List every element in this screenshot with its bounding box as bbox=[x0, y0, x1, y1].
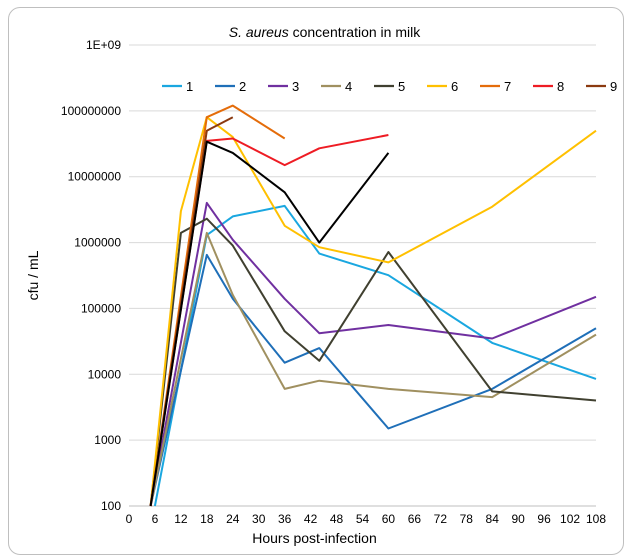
chart-title-italic: S. aureus bbox=[229, 24, 289, 40]
series-line-1 bbox=[153, 204, 597, 507]
x-tick-label: 96 bbox=[537, 512, 551, 526]
chart-title: S. aureus concentration in milk bbox=[229, 24, 421, 40]
x-tick-label: 0 bbox=[126, 512, 133, 526]
chart-frame bbox=[8, 7, 624, 555]
x-tick-label: 108 bbox=[586, 512, 606, 526]
series-line-10 bbox=[149, 140, 390, 507]
x-tick-label: 84 bbox=[486, 512, 500, 526]
y-tick-labels: 100 1000 10000 100000 1000000 10000000 1000000… bbox=[61, 38, 121, 513]
y-tick-label: 10000 bbox=[88, 367, 122, 381]
chart-title-rest: concentration in milk bbox=[289, 24, 422, 40]
x-tick-label: 48 bbox=[330, 512, 344, 526]
legend-label-8: 8 bbox=[557, 79, 564, 94]
y-tick-label: 10000000 bbox=[68, 170, 122, 184]
series-line-6 bbox=[149, 116, 597, 507]
x-tick-label: 30 bbox=[252, 512, 266, 526]
x-tick-label: 18 bbox=[200, 512, 214, 526]
y-tick-label: 1E+09 bbox=[86, 38, 121, 52]
legend-label-4: 4 bbox=[345, 79, 352, 94]
series-line-5 bbox=[149, 217, 597, 507]
x-tick-label: 36 bbox=[278, 512, 292, 526]
x-tick-label: 24 bbox=[226, 512, 240, 526]
y-tick-label: 1000000 bbox=[74, 236, 121, 250]
legend-label-9: 9 bbox=[610, 79, 617, 94]
legend-label-7: 7 bbox=[504, 79, 511, 94]
x-axis-title: Hours post-infection bbox=[252, 530, 377, 546]
y-tick-label: 100000000 bbox=[61, 104, 121, 118]
series-line-4 bbox=[149, 231, 597, 507]
x-tick-label: 72 bbox=[434, 512, 448, 526]
legend-label-3: 3 bbox=[292, 79, 299, 94]
x-tick-label: 54 bbox=[356, 512, 370, 526]
series-line-3 bbox=[149, 201, 597, 507]
x-tick-label: 12 bbox=[174, 512, 188, 526]
x-tick-label: 90 bbox=[511, 512, 525, 526]
legend: 12345678910 bbox=[162, 79, 617, 94]
x-tick-label: 60 bbox=[382, 512, 396, 526]
legend-label-6: 6 bbox=[451, 79, 458, 94]
series-lines bbox=[149, 104, 597, 507]
x-tick-label: 6 bbox=[152, 512, 159, 526]
x-tick-label: 66 bbox=[408, 512, 422, 526]
x-tick-label: 78 bbox=[460, 512, 474, 526]
legend-label-5: 5 bbox=[398, 79, 405, 94]
series-line-2 bbox=[149, 253, 597, 507]
y-axis-title: cfu / mL bbox=[25, 250, 41, 300]
y-tick-label: 100 bbox=[101, 499, 121, 513]
y-tick-label: 1000 bbox=[94, 433, 121, 447]
legend-label-2: 2 bbox=[239, 79, 246, 94]
x-tick-labels: 0 6 12 18 24 30 36 42 48 54 60 66 72 78 84 90 96 102 108 bbox=[126, 512, 607, 526]
legend-label-1: 1 bbox=[186, 79, 193, 94]
x-tick-label: 42 bbox=[304, 512, 318, 526]
y-tick-label: 100000 bbox=[81, 301, 121, 315]
x-tick-label: 102 bbox=[560, 512, 580, 526]
